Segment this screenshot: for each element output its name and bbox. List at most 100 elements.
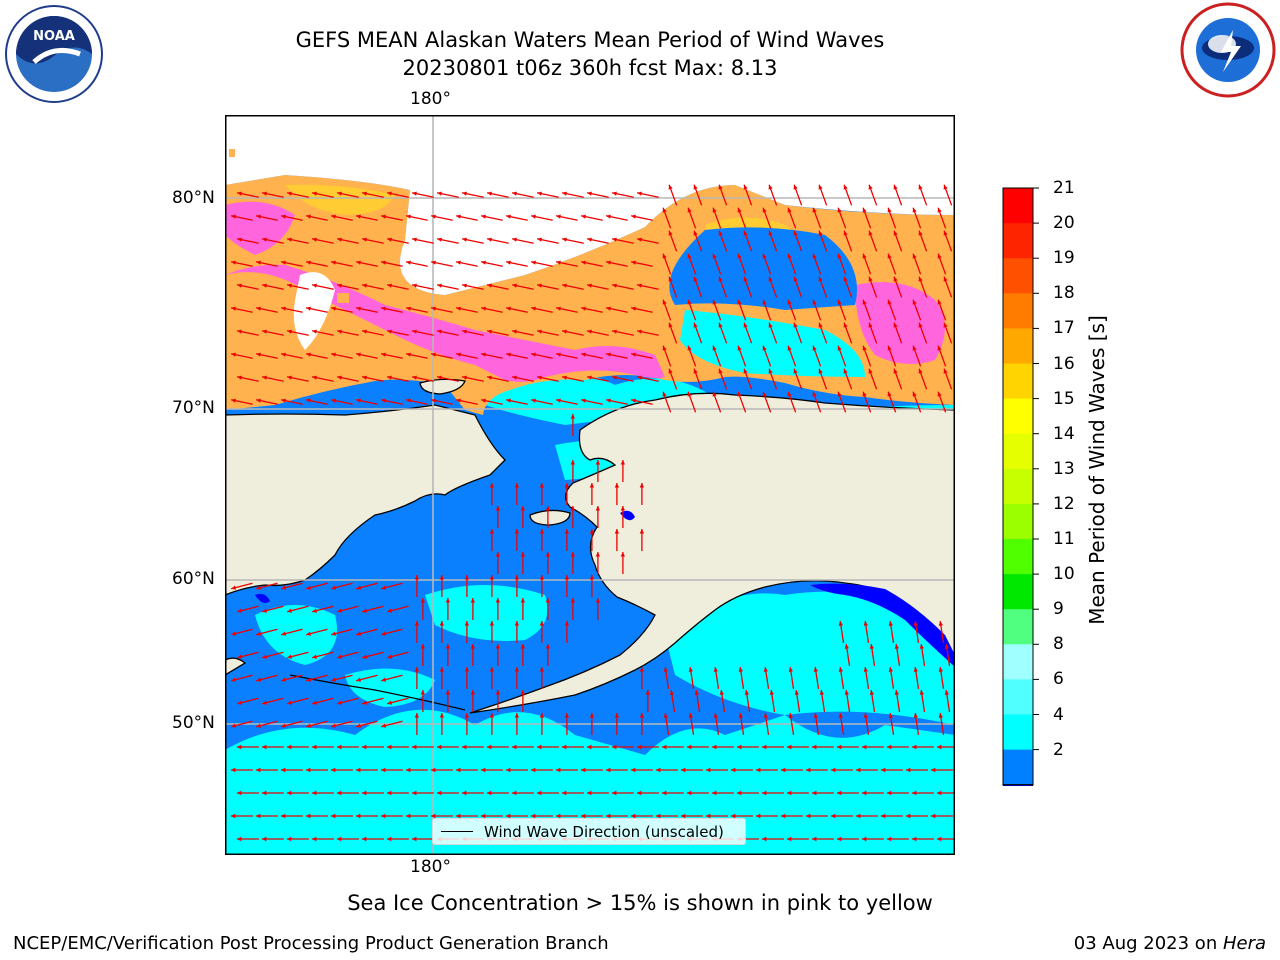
wave-direction-arrow-head xyxy=(936,836,942,842)
wave-direction-arrow-head xyxy=(470,644,475,649)
wave-direction-arrow-head xyxy=(838,621,843,626)
wave-direction-arrow-head xyxy=(337,608,343,613)
colorbar-tick-label: 13 xyxy=(1053,458,1075,479)
wave-direction-arrow-head xyxy=(464,667,469,672)
wave-direction-arrow-head xyxy=(262,654,268,659)
wave-direction-arrow-head xyxy=(944,690,949,695)
wave-direction-arrow-head xyxy=(406,214,411,219)
wave-direction-arrow-head xyxy=(937,207,942,213)
wave-direction-arrow-head xyxy=(812,299,817,305)
wave-direction-arrow-head xyxy=(231,306,236,311)
wave-direction-arrow-head xyxy=(811,790,817,796)
wave-direction-arrow-head xyxy=(893,230,898,236)
wave-direction-arrow-head xyxy=(337,375,342,380)
wave-direction-arrow-head xyxy=(231,677,237,682)
wave-direction-arrow-head xyxy=(387,283,392,288)
colorbar-bin xyxy=(1003,258,1033,294)
wave-direction-arrow-head xyxy=(436,744,442,750)
wave-direction-arrow-head xyxy=(362,329,367,334)
wave-direction-arrow-head xyxy=(614,713,619,718)
wave-direction-arrow-head xyxy=(564,529,569,534)
wave-direction-arrow-head xyxy=(562,375,567,380)
wave-direction-arrow-head xyxy=(755,813,761,819)
wave-direction-arrow-head xyxy=(711,744,717,750)
wave-direction-arrow-head xyxy=(486,790,492,796)
wave-direction-arrow-head xyxy=(863,667,868,672)
wave-direction-arrow-head xyxy=(555,767,561,773)
wave-direction-arrow-head xyxy=(306,723,312,728)
wave-direction-arrow-head xyxy=(836,790,842,796)
footer-date: 03 Aug 2023 on Hera xyxy=(1074,933,1266,954)
wave-direction-arrow-head xyxy=(836,744,842,750)
wave-direction-arrow-head xyxy=(439,621,444,626)
wave-direction-arrow-head xyxy=(231,214,236,219)
colorbar-bin xyxy=(1003,223,1033,259)
wave-direction-arrow-head xyxy=(763,713,768,718)
wave-direction-arrow-head xyxy=(838,667,843,672)
wave-direction-arrow-head xyxy=(743,322,748,328)
wave-direction-arrow-head xyxy=(537,375,542,380)
wave-direction-arrow-head xyxy=(837,345,842,351)
wave-direction-arrow-head xyxy=(606,214,611,219)
wave-direction-arrow-head xyxy=(281,398,286,403)
wave-direction-arrow-head xyxy=(869,644,874,649)
wave-direction-arrow-head xyxy=(712,253,717,259)
wave-direction-arrow-head xyxy=(937,345,942,351)
wave-direction-arrow-head xyxy=(718,322,723,328)
wave-direction-arrow-head xyxy=(818,276,823,282)
wave-direction-arrow-head xyxy=(362,375,367,380)
wave-direction-arrow-head xyxy=(386,744,392,750)
wave-direction-arrow-head xyxy=(787,253,792,259)
wave-direction-arrow-head xyxy=(755,767,761,773)
wave-direction-arrow-head xyxy=(637,375,642,380)
wave-direction-arrow-head xyxy=(306,260,311,265)
wave-direction-arrow-head xyxy=(793,276,798,282)
graticule xyxy=(225,115,955,855)
wave-direction-arrow-head xyxy=(737,391,742,397)
wave-direction-arrow-head xyxy=(381,723,387,728)
wave-direction-arrow-head xyxy=(595,598,600,603)
wave-direction-arrow-head xyxy=(387,191,392,196)
wave-direction-arrow-head xyxy=(412,237,417,242)
wave-direction-arrow-head xyxy=(606,352,611,357)
wave-direction-arrow-head xyxy=(837,207,842,213)
wave-direction-arrow-head xyxy=(637,283,642,288)
wave-direction-arrow-head xyxy=(905,813,911,819)
wave-direction-arrow-head xyxy=(406,306,411,311)
colorbar-frame xyxy=(1002,187,1034,786)
wave-direction-arrow-head xyxy=(456,352,461,357)
wave-direction-arrow-head xyxy=(506,306,511,311)
wave-direction-arrow-head xyxy=(586,790,592,796)
wave-direction-arrow-head xyxy=(830,813,836,819)
wave-direction-arrow-head xyxy=(918,368,923,374)
wave-direction-arrow-head xyxy=(768,322,773,328)
wave-direction-arrow-head xyxy=(564,621,569,626)
wave-direction-arrow-head xyxy=(312,375,317,380)
wave-direction-arrow-head xyxy=(912,299,917,305)
wave-direction-arrow-head xyxy=(693,368,698,374)
wave-direction-arrow-head xyxy=(687,299,692,305)
wave-direction-arrow-head xyxy=(631,214,636,219)
wave-direction-arrow-head xyxy=(356,214,361,219)
wave-direction-arrow-head xyxy=(412,375,417,380)
wave-direction-arrow-head xyxy=(913,667,918,672)
wave-direction-arrow-head xyxy=(512,283,517,288)
wave-direction-arrow-head xyxy=(262,375,267,380)
wave-direction-arrow-head xyxy=(812,345,817,351)
footer-date-text: 03 Aug 2023 on xyxy=(1073,933,1223,954)
wave-direction-arrow-head xyxy=(431,260,436,265)
wave-direction-arrow-head xyxy=(514,483,519,488)
wave-direction-arrow-head xyxy=(356,306,361,311)
wave-direction-arrow-head xyxy=(843,230,848,236)
colorbar-bin xyxy=(1003,749,1033,786)
wave-direction-arrow-head xyxy=(386,836,392,842)
wave-direction-arrow-head xyxy=(595,506,600,511)
wave-direction-arrow-head xyxy=(844,644,849,649)
wave-direction-arrow-head xyxy=(236,790,242,796)
wave-direction-arrow-head xyxy=(595,460,600,465)
wave-direction-arrow-head xyxy=(912,253,917,259)
wave-direction-arrow-head xyxy=(886,836,892,842)
map-frame xyxy=(225,115,955,855)
wave-direction-arrow-head xyxy=(938,667,943,672)
wave-direction-arrow-head xyxy=(506,260,511,265)
